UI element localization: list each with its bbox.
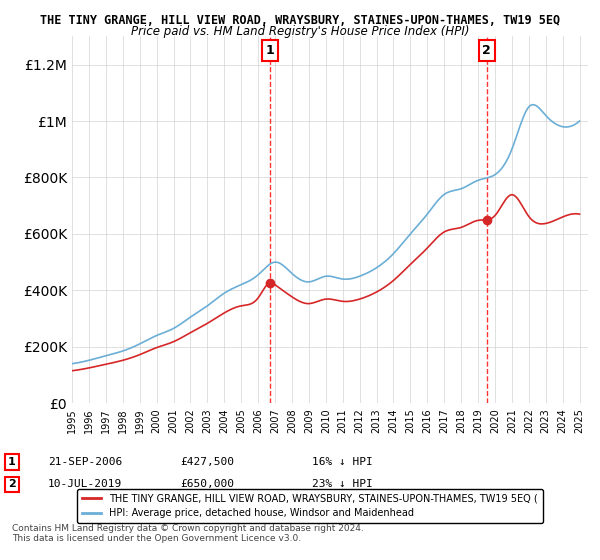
Text: 2: 2 — [8, 479, 16, 489]
Text: 16% ↓ HPI: 16% ↓ HPI — [312, 457, 373, 467]
Text: 2: 2 — [482, 44, 491, 57]
Text: 21-SEP-2006: 21-SEP-2006 — [48, 457, 122, 467]
Text: £650,000: £650,000 — [180, 479, 234, 489]
Text: 10-JUL-2019: 10-JUL-2019 — [48, 479, 122, 489]
Text: 1: 1 — [8, 457, 16, 467]
Text: THE TINY GRANGE, HILL VIEW ROAD, WRAYSBURY, STAINES-UPON-THAMES, TW19 5EQ: THE TINY GRANGE, HILL VIEW ROAD, WRAYSBU… — [40, 14, 560, 27]
Legend: THE TINY GRANGE, HILL VIEW ROAD, WRAYSBURY, STAINES-UPON-THAMES, TW19 5EQ (, HPI: THE TINY GRANGE, HILL VIEW ROAD, WRAYSBU… — [77, 489, 542, 524]
Text: Price paid vs. HM Land Registry's House Price Index (HPI): Price paid vs. HM Land Registry's House … — [131, 25, 469, 38]
Text: 23% ↓ HPI: 23% ↓ HPI — [312, 479, 373, 489]
Text: 1: 1 — [266, 44, 275, 57]
Text: Contains HM Land Registry data © Crown copyright and database right 2024.
This d: Contains HM Land Registry data © Crown c… — [12, 524, 364, 543]
Text: £427,500: £427,500 — [180, 457, 234, 467]
